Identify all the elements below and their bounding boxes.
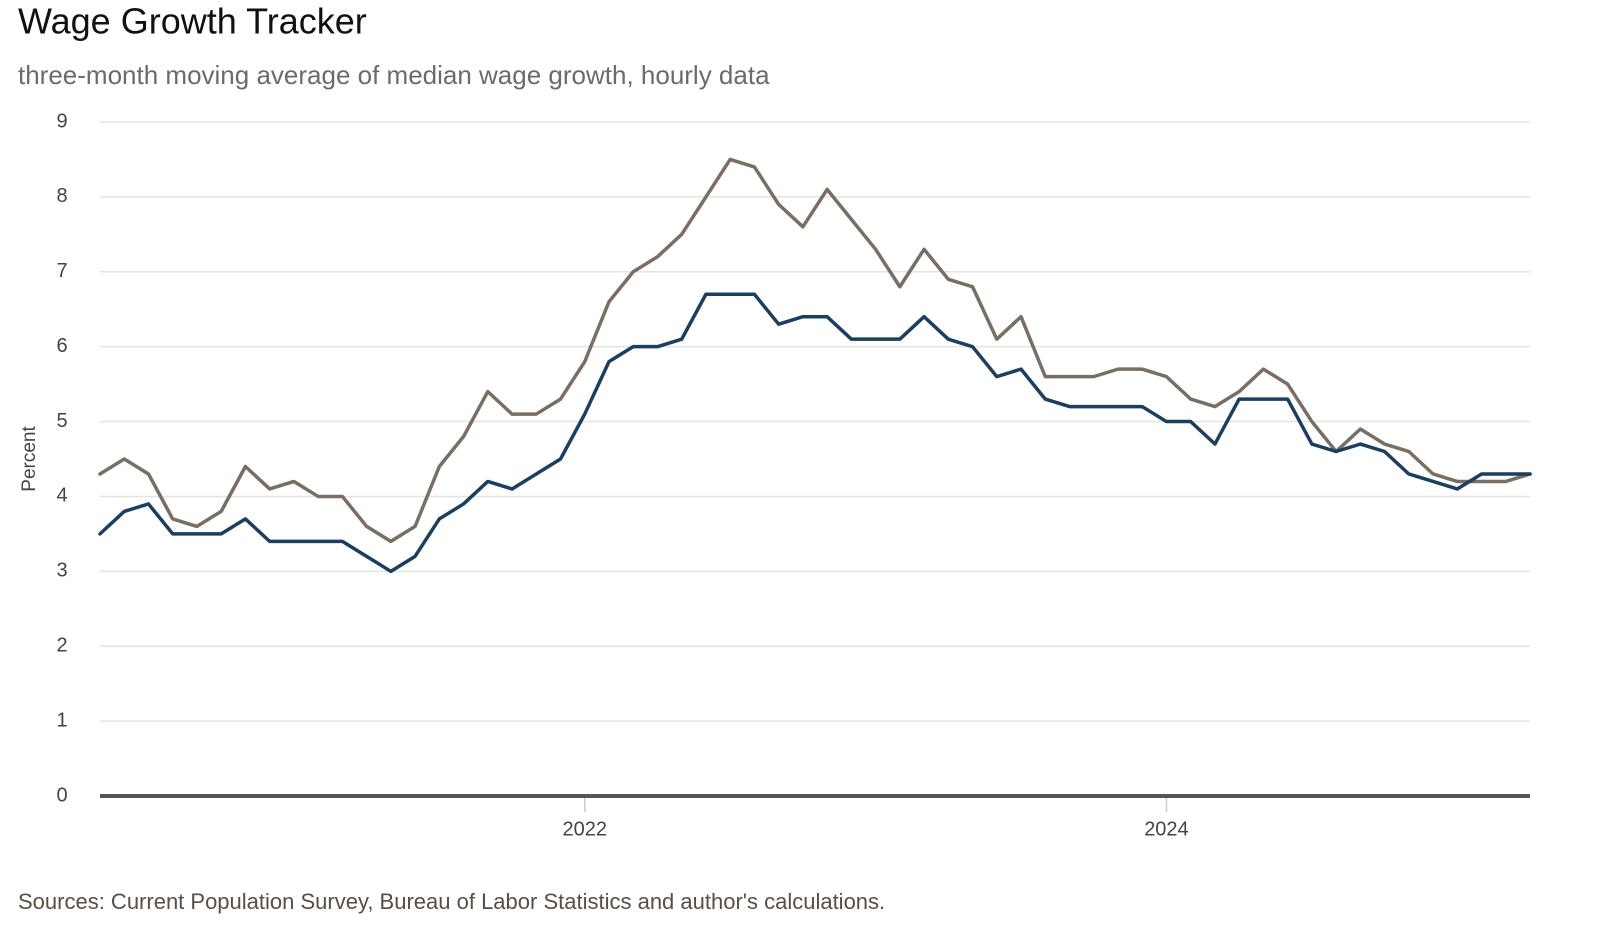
- x-tick-label: 2022: [562, 818, 607, 840]
- source-note: Sources: Current Population Survey, Bure…: [18, 889, 885, 914]
- y-tick-label: 0: [56, 784, 67, 806]
- chart-subtitle: three-month moving average of median wag…: [18, 60, 770, 90]
- y-tick-label: 3: [56, 560, 67, 582]
- y-tick-label: 5: [56, 410, 67, 432]
- x-tick-label: 2024: [1144, 818, 1189, 840]
- y-tick-label: 1: [56, 709, 67, 731]
- y-axis-label: Percent: [19, 426, 40, 492]
- y-tick-label: 2: [56, 635, 67, 657]
- data-line: [98, 157, 1532, 544]
- y-tick-label: 6: [56, 335, 67, 357]
- chart-title: Wage Growth Tracker: [18, 1, 367, 42]
- y-tick-label: 4: [56, 485, 67, 507]
- data-line: [98, 292, 1532, 574]
- y-tick-label: 8: [56, 185, 67, 207]
- y-tick-label: 9: [56, 110, 67, 132]
- y-tick-label: 7: [56, 260, 67, 282]
